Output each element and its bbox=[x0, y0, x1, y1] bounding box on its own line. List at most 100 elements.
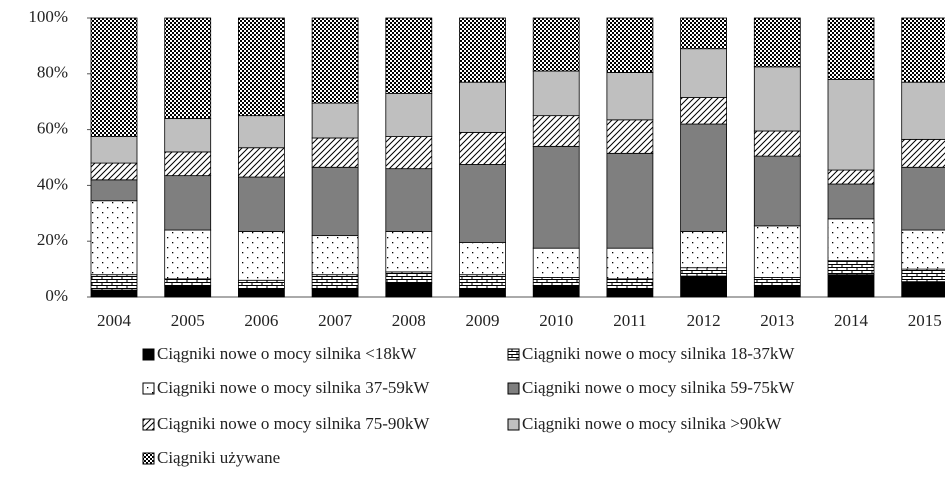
bar-segment bbox=[90, 162, 138, 181]
bar-segment bbox=[459, 274, 506, 290]
bar-segment bbox=[385, 92, 433, 137]
legend-swatch bbox=[142, 418, 155, 431]
legend-label: Ciągniki używane bbox=[157, 448, 280, 467]
bar-segment bbox=[311, 288, 359, 298]
bar-segment bbox=[827, 183, 875, 220]
bar-segment bbox=[753, 66, 801, 132]
x-tick-label: 2010 bbox=[539, 311, 573, 330]
bar-segment bbox=[532, 247, 580, 278]
bar-segment bbox=[827, 274, 875, 298]
legend-swatch bbox=[507, 348, 520, 361]
bar-segment bbox=[680, 267, 727, 277]
bar-segment bbox=[532, 17, 580, 72]
y-tick-label: 60% bbox=[37, 119, 68, 138]
bar-segment bbox=[606, 119, 654, 154]
bar-segment bbox=[680, 97, 727, 125]
bar-segment bbox=[532, 70, 580, 117]
legend-swatch bbox=[142, 348, 155, 361]
bar-segment bbox=[827, 17, 875, 80]
legend-label: Ciągniki nowe o mocy silnika >90kW bbox=[522, 414, 782, 433]
bar-segment bbox=[901, 268, 945, 283]
bar-segment bbox=[237, 176, 285, 232]
bar-segment bbox=[237, 17, 285, 117]
bar-segment bbox=[90, 136, 138, 164]
bar-segment bbox=[606, 288, 654, 298]
y-tick-label: 80% bbox=[37, 63, 68, 82]
bar-segment bbox=[459, 131, 506, 165]
bar-segment bbox=[311, 137, 359, 168]
bar-segment bbox=[827, 169, 875, 185]
bar-segment bbox=[606, 72, 654, 121]
bar-segment bbox=[385, 168, 433, 232]
bar-segment bbox=[459, 17, 506, 83]
x-tick-label: 2013 bbox=[760, 311, 794, 330]
x-tick-label: 2004 bbox=[97, 311, 132, 330]
bar-segment bbox=[164, 17, 212, 119]
bar-segment bbox=[237, 115, 285, 149]
bar-segment bbox=[164, 285, 212, 298]
bar-segment bbox=[459, 81, 506, 133]
legend-label: Ciągniki nowe o mocy silnika 75-90kW bbox=[157, 414, 430, 433]
bar-segment bbox=[311, 166, 359, 237]
bar-segment bbox=[827, 78, 875, 171]
bar-segment bbox=[753, 277, 801, 287]
bar-segment bbox=[680, 17, 727, 50]
y-tick-label: 20% bbox=[37, 230, 68, 249]
bar-segment bbox=[680, 48, 727, 98]
bar-segment bbox=[90, 179, 138, 202]
legend-swatch bbox=[142, 452, 155, 465]
bar-segment bbox=[237, 279, 285, 290]
bar-segment bbox=[753, 130, 801, 157]
bar-segment bbox=[164, 278, 212, 287]
legend-swatch bbox=[507, 418, 520, 431]
bar-segment bbox=[90, 274, 138, 291]
bar-segment bbox=[532, 115, 580, 147]
bar-segment bbox=[90, 289, 138, 298]
bar-segment bbox=[753, 17, 801, 68]
bar-segment bbox=[680, 123, 727, 232]
bar-segment bbox=[606, 17, 654, 73]
bar-segment bbox=[532, 277, 580, 287]
y-tick-label: 0% bbox=[45, 286, 68, 305]
legend-label: Ciągniki nowe o mocy silnika 18-37kW bbox=[522, 344, 795, 363]
legend-label: Ciągniki nowe o mocy silnika 37-59kW bbox=[157, 378, 430, 397]
legend-swatch bbox=[507, 382, 520, 395]
x-tick-label: 2011 bbox=[613, 311, 646, 330]
bar-segment bbox=[753, 225, 801, 278]
bar-segment bbox=[237, 147, 285, 178]
x-tick-label: 2008 bbox=[392, 311, 426, 330]
bar-segment bbox=[753, 155, 801, 227]
bar-segment bbox=[311, 17, 359, 104]
bar-segment bbox=[901, 81, 945, 140]
x-tick-label: 2015 bbox=[908, 311, 942, 330]
bar-segment bbox=[606, 152, 654, 249]
bar-segment bbox=[827, 260, 875, 276]
bar-segment bbox=[680, 231, 727, 269]
bar-segment bbox=[606, 278, 654, 290]
bar-segment bbox=[237, 231, 285, 281]
bar-segment bbox=[753, 285, 801, 298]
bar-segment bbox=[901, 229, 945, 270]
bar-segment bbox=[311, 274, 359, 290]
bar-segment bbox=[164, 175, 212, 231]
x-tick-label: 2014 bbox=[834, 311, 869, 330]
bar-segment bbox=[311, 235, 359, 276]
bar-segment bbox=[311, 102, 359, 139]
bar-segment bbox=[90, 17, 138, 137]
x-tick-label: 2012 bbox=[687, 311, 721, 330]
y-tick-label: 40% bbox=[37, 174, 68, 193]
bar-segment bbox=[164, 118, 212, 153]
bar-segment bbox=[164, 151, 212, 177]
x-tick-label: 2009 bbox=[466, 311, 500, 330]
bar-segment bbox=[385, 282, 433, 298]
y-tick-label: 100% bbox=[28, 7, 68, 26]
bar-segment bbox=[901, 166, 945, 231]
bar-segment bbox=[385, 271, 433, 284]
bar-segment bbox=[385, 136, 433, 170]
bar-segment bbox=[385, 17, 433, 94]
bar-segment bbox=[901, 138, 945, 168]
bar-segment bbox=[901, 17, 945, 83]
bar-segment bbox=[606, 247, 654, 280]
